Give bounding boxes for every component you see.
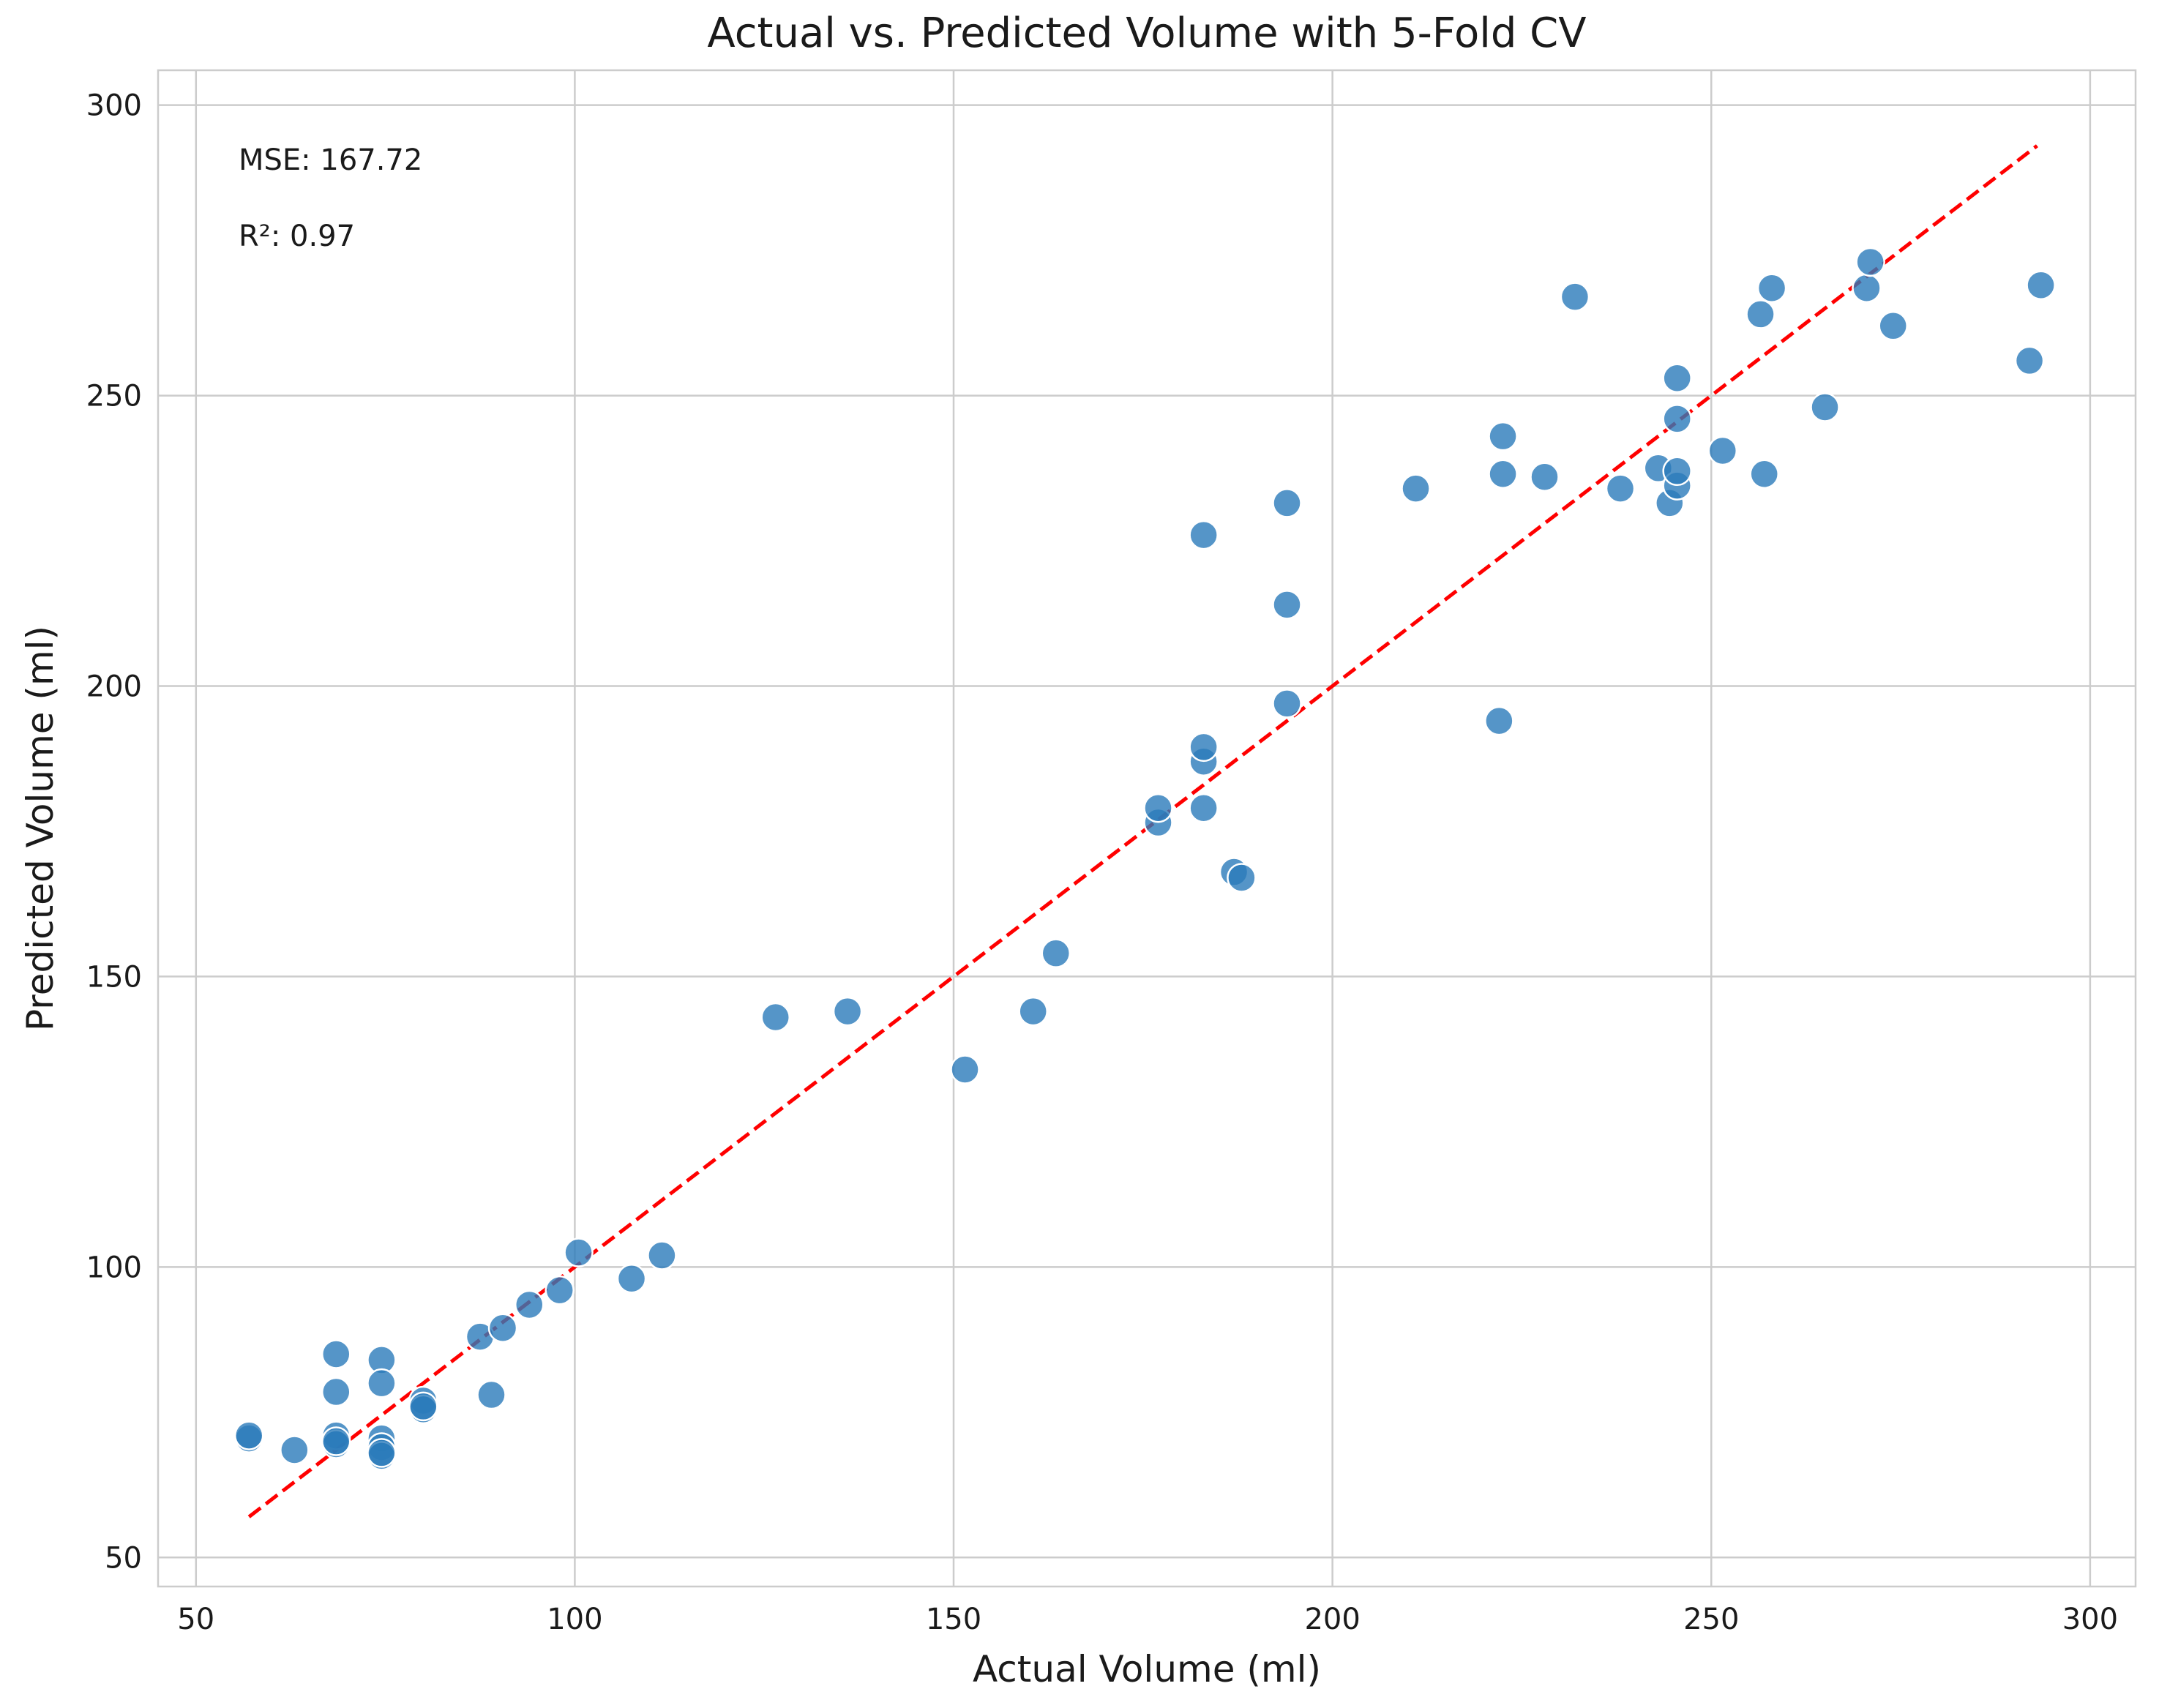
data-point xyxy=(1041,938,1071,968)
data-point xyxy=(545,1275,575,1306)
data-point xyxy=(476,1379,506,1410)
data-point xyxy=(1488,459,1518,489)
data-point xyxy=(1018,996,1048,1027)
r2-annotation: R²: 0.97 xyxy=(239,220,355,253)
x-tick-label: 50 xyxy=(177,1603,214,1636)
data-point xyxy=(408,1391,438,1422)
data-point xyxy=(647,1240,677,1270)
data-point xyxy=(1878,311,1908,341)
data-point xyxy=(515,1289,545,1320)
data-point xyxy=(321,1426,351,1456)
data-point xyxy=(321,1339,351,1369)
data-point xyxy=(832,996,863,1027)
reference-line xyxy=(247,144,2038,1518)
y-tick-label: 250 xyxy=(86,380,142,413)
data-point xyxy=(1662,363,1692,394)
data-point xyxy=(1707,435,1738,466)
data-point xyxy=(1745,299,1776,329)
data-point xyxy=(1810,392,1840,422)
data-point xyxy=(1662,404,1692,434)
data-point xyxy=(1401,473,1431,503)
data-point xyxy=(321,1376,351,1407)
data-point xyxy=(1484,705,1514,736)
x-tick-label: 200 xyxy=(1304,1603,1360,1636)
tick-labels: 50 100 150 200 250 300 50 100 150 200 250 300 xyxy=(86,89,2118,1636)
chart-title: Actual vs. Predicted Volume with 5-Fold … xyxy=(707,10,1586,57)
data-point xyxy=(616,1263,647,1294)
x-tick-label: 250 xyxy=(1683,1603,1739,1636)
data-point xyxy=(760,1002,790,1033)
y-tick-label: 50 xyxy=(105,1541,142,1575)
plot-frame xyxy=(157,69,2137,1588)
data-point xyxy=(1143,793,1173,823)
data-point xyxy=(1605,473,1636,503)
data-point xyxy=(1272,689,1302,719)
data-point xyxy=(367,1438,397,1468)
data-point xyxy=(1227,863,1257,893)
y-tick-label: 150 xyxy=(86,960,142,994)
data-point xyxy=(1756,273,1787,303)
data-point xyxy=(487,1313,518,1343)
data-point xyxy=(1189,520,1219,550)
data-point xyxy=(1749,459,1779,489)
data-point xyxy=(1189,793,1219,823)
mse-annotation: MSE: 167.72 xyxy=(239,143,422,177)
data-point xyxy=(1488,421,1518,452)
data-point xyxy=(2026,270,2056,300)
reference-line-group xyxy=(247,144,2038,1518)
data-point xyxy=(367,1368,397,1398)
y-tick-label: 100 xyxy=(86,1251,142,1284)
data-point xyxy=(233,1420,264,1450)
data-point xyxy=(1560,282,1590,312)
data-point xyxy=(564,1237,594,1267)
data-point xyxy=(1852,273,1882,303)
y-tick-label: 200 xyxy=(86,670,142,704)
x-tick-label: 100 xyxy=(547,1603,602,1636)
data-point xyxy=(1855,247,1885,277)
x-tick-label: 300 xyxy=(2062,1603,2118,1636)
x-axis-label: Actual Volume (ml) xyxy=(973,1648,1321,1690)
data-point xyxy=(280,1435,310,1465)
data-point xyxy=(1272,488,1302,518)
data-point xyxy=(1189,732,1219,763)
data-point xyxy=(1662,456,1692,487)
data-point xyxy=(1272,590,1302,620)
data-point xyxy=(2014,345,2045,376)
grid-lines xyxy=(158,70,2136,1587)
data-point xyxy=(1530,462,1560,492)
data-point xyxy=(950,1055,980,1085)
y-axis-label: Predicted Volume (ml) xyxy=(19,626,61,1031)
data-points xyxy=(233,247,2056,1471)
x-tick-label: 150 xyxy=(926,1603,981,1636)
y-tick-label: 300 xyxy=(86,89,142,123)
